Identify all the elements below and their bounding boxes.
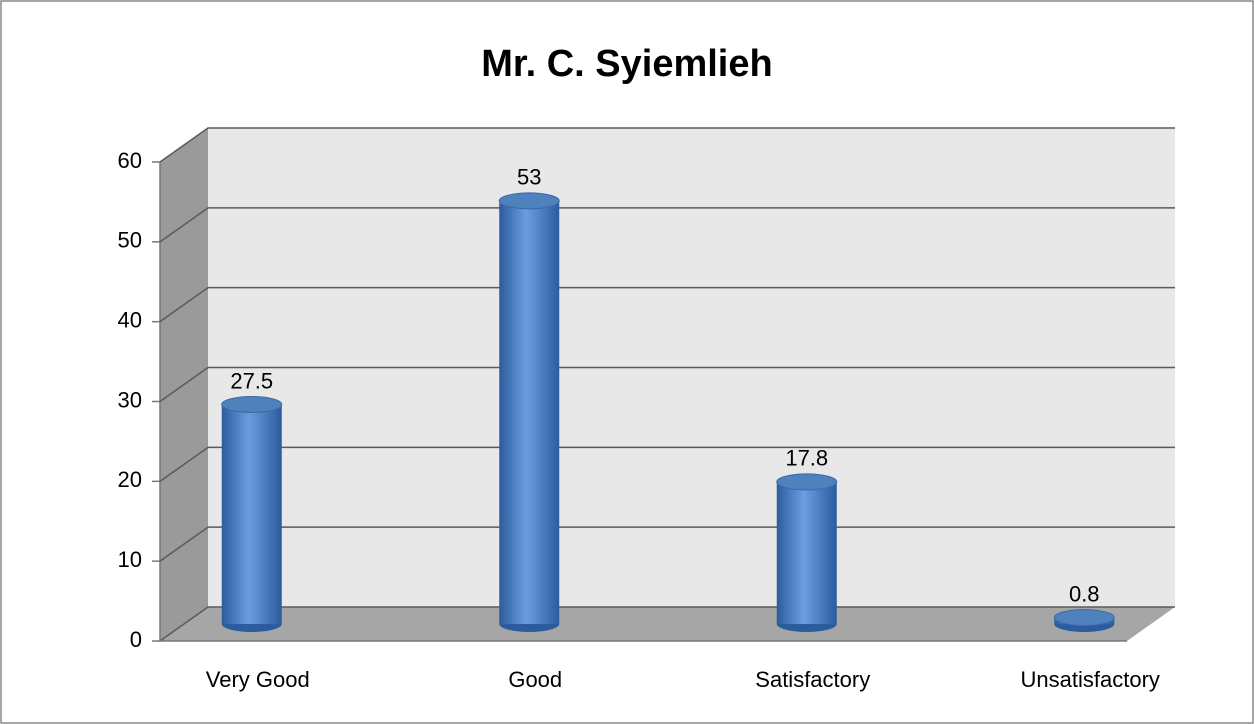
- bar-body: [499, 200, 560, 624]
- grid-line: [159, 127, 1175, 163]
- bar-top: [776, 473, 838, 491]
- bar: [498, 192, 560, 632]
- y-tick-label: 40: [118, 307, 142, 332]
- bar: [221, 395, 283, 632]
- bar: [1053, 609, 1115, 632]
- grid-line: [159, 366, 1175, 403]
- grid-line: [159, 286, 1175, 323]
- data-label: 0.8: [1069, 581, 1100, 606]
- floor: [160, 607, 1175, 641]
- grid-line: [159, 446, 1175, 482]
- y-tick-label: 50: [118, 228, 142, 253]
- bar-body: [776, 481, 837, 624]
- x-tick-label: Satisfactory: [755, 667, 870, 692]
- y-tick-label: 30: [118, 387, 142, 412]
- chart-title: Mr. C. Syiemlieh: [481, 43, 772, 85]
- y-tick-label: 10: [118, 547, 142, 572]
- bar-body: [221, 404, 282, 624]
- y-tick-label: 0: [130, 627, 142, 652]
- bar-top: [498, 192, 560, 210]
- x-tick-label: Very Good: [206, 667, 310, 692]
- y-tick-label: 60: [118, 148, 142, 173]
- data-label: 53: [517, 165, 541, 190]
- bar: [776, 473, 838, 632]
- y-tick-label: 20: [118, 467, 142, 492]
- data-label: 27.5: [230, 368, 273, 393]
- bar-top: [221, 395, 283, 413]
- x-tick-label: Unsatisfactory: [1021, 667, 1160, 692]
- data-label: 17.8: [785, 446, 828, 471]
- grid-line: [159, 207, 1175, 243]
- grid-line: [159, 606, 1175, 642]
- grid-line: [159, 526, 1175, 562]
- x-tick-label: Good: [508, 667, 562, 692]
- bar-top: [1053, 609, 1115, 627]
